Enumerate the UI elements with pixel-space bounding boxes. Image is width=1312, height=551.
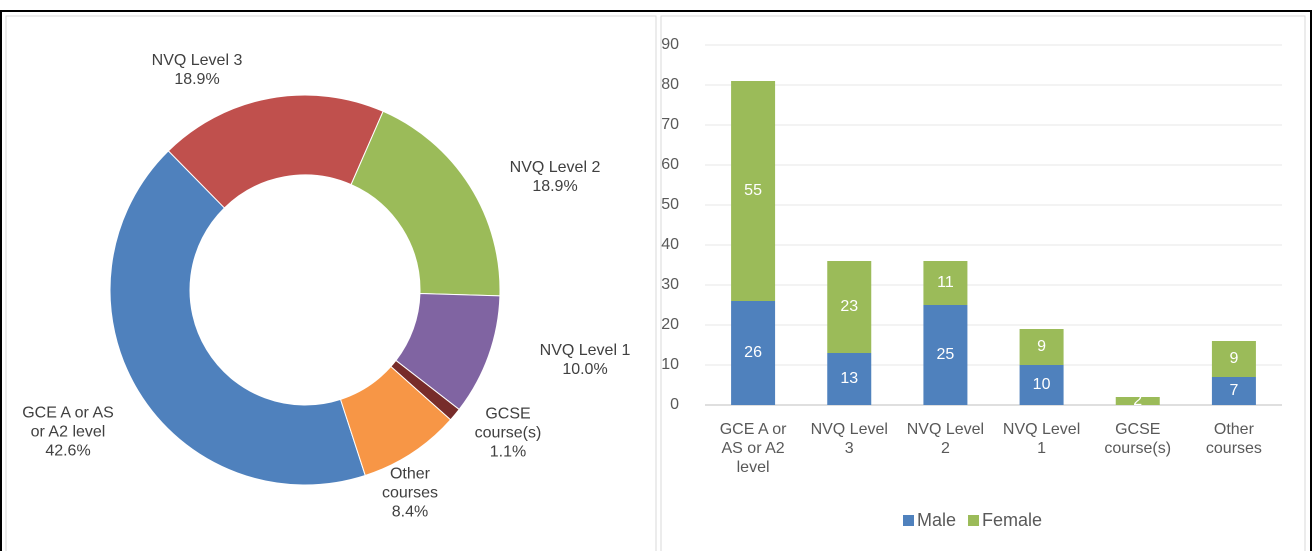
- data-label: 2: [1133, 392, 1142, 409]
- bar-segment: [1019, 365, 1064, 405]
- legend-label: Female: [982, 510, 1042, 530]
- data-label: 11: [937, 274, 954, 291]
- data-label: 13: [840, 370, 858, 387]
- y-tick-label: 70: [661, 116, 679, 133]
- data-label: 55: [744, 182, 762, 199]
- bar-segment: [1211, 377, 1256, 405]
- bar-segment: [1019, 329, 1064, 365]
- data-label: 26: [744, 344, 762, 361]
- bar-segment: [731, 301, 776, 405]
- bar-segment: [827, 261, 872, 353]
- data-label: 9: [1037, 338, 1046, 355]
- bar-segment: [1115, 397, 1160, 405]
- x-tick-label: Other courses: [1205, 421, 1262, 457]
- slice-label: NVQ Level 3 18.9%: [132, 51, 262, 89]
- donut-slice: [109, 150, 366, 486]
- y-tick-label: 40: [661, 236, 679, 253]
- y-tick-label: 30: [661, 276, 679, 293]
- data-label: 7: [1229, 382, 1238, 399]
- slice-label: GCSE course(s) 1.1%: [463, 405, 553, 462]
- data-label: 10: [1033, 376, 1051, 393]
- legend-swatch: [903, 515, 914, 526]
- data-label: 9: [1229, 350, 1238, 367]
- x-tick-label: GCE A or AS or A2 level: [719, 421, 787, 476]
- slice-category: NVQ Level 1: [539, 342, 631, 359]
- bar-segment: [1211, 341, 1256, 377]
- slice-category: GCE A or AS or A2 level: [22, 404, 114, 441]
- donut-slice: [350, 110, 501, 297]
- x-tick-label: NVQ Level 2: [906, 421, 985, 457]
- y-tick-label: 80: [661, 76, 679, 93]
- slice-label: GCE A or AS or A2 level 42.6%: [13, 404, 123, 461]
- slice-value: 1.1%: [489, 443, 527, 461]
- data-label: 23: [840, 298, 858, 315]
- y-tick-label: 90: [661, 36, 679, 53]
- x-tick-label: NVQ Level 1: [1002, 421, 1081, 457]
- y-tick-label: 60: [661, 156, 679, 173]
- slice-value: 18.9%: [174, 71, 220, 88]
- outer-border: [0, 10, 1312, 551]
- legend-swatch: [968, 515, 980, 526]
- slice-category: Other courses: [381, 465, 439, 502]
- slice-category: NVQ Level 3: [151, 52, 243, 69]
- slice-label: Other courses 8.4%: [365, 465, 455, 522]
- bar-segment: [923, 261, 968, 305]
- donut-slice: [339, 365, 452, 477]
- slice-label: NVQ Level 2 18.9%: [490, 158, 620, 196]
- slice-category: GCSE course(s): [474, 405, 542, 442]
- y-tick-label: 0: [670, 396, 679, 413]
- bar-panel: [660, 15, 1306, 551]
- slice-value: 10.0%: [562, 361, 608, 378]
- y-tick-label: 10: [661, 356, 679, 373]
- bar-segment: [827, 353, 872, 405]
- slice-value: 8.4%: [391, 503, 429, 521]
- data-label: 25: [937, 346, 955, 363]
- y-tick-label: 50: [661, 196, 679, 213]
- slice-value: 42.6%: [45, 442, 91, 460]
- slice-value: 18.9%: [532, 178, 578, 195]
- x-tick-label: GCSE course(s): [1104, 421, 1172, 457]
- y-tick-label: 20: [661, 316, 679, 333]
- bar-segment: [731, 81, 776, 301]
- donut-panel: [5, 15, 657, 551]
- slice-label: NVQ Level 1 10.0%: [520, 341, 650, 379]
- x-tick-label: NVQ Level 3: [810, 421, 888, 457]
- slice-category: NVQ Level 2: [509, 159, 601, 176]
- legend-label: Male: [917, 510, 956, 530]
- bar-segment: [923, 305, 968, 405]
